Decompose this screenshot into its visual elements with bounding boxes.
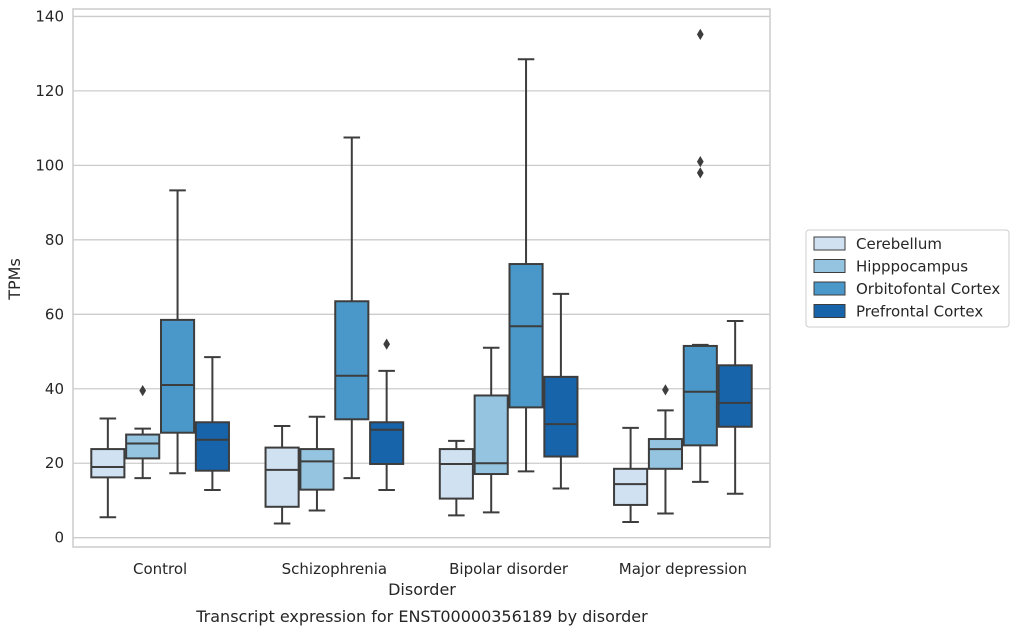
outlier-point [696, 28, 704, 40]
series-cerebellum [90, 417, 649, 525]
y-tick-labels: 0 20 40 60 80 100 120 140 [35, 7, 64, 546]
box [125, 385, 161, 480]
box [473, 346, 509, 514]
legend-entry: Cerebellum [856, 235, 942, 253]
plot-frame [72, 8, 771, 548]
box [717, 320, 753, 495]
outlier-point [696, 156, 704, 168]
box [159, 189, 196, 475]
box [90, 417, 126, 519]
x-tick-label: Control [133, 560, 187, 578]
series-orbitofontal-cortex [159, 28, 718, 483]
legend-entry: Prefrontal Cortex [856, 303, 983, 321]
legend-frame [805, 229, 1010, 328]
box [299, 415, 335, 512]
box-series-group [90, 28, 753, 525]
y-tick-label: 100 [35, 156, 64, 174]
box-iqr [717, 364, 753, 428]
figure-caption: Transcript expression for ENST0000035618… [195, 607, 648, 626]
box-iqr [159, 318, 196, 434]
box-iqr [334, 300, 370, 421]
box [438, 439, 474, 517]
legend-swatch [813, 259, 846, 273]
box-iqr [543, 375, 579, 458]
outlier-point [383, 338, 391, 350]
box-iqr [90, 448, 126, 479]
x-axis-label: Disorder [388, 580, 456, 599]
box [613, 426, 649, 524]
y-tick-label: 40 [45, 380, 64, 398]
series-hipppocampus [125, 346, 684, 515]
y-tick-label: 60 [45, 305, 64, 323]
legend-swatch [813, 236, 846, 251]
y-tick-label: 120 [35, 82, 64, 100]
box-iqr [194, 421, 230, 472]
x-tick-label: Schizophrenia [282, 560, 387, 578]
legend: Cerebellum Hipppocampus Orbitofontal Corte… [805, 229, 1010, 328]
box [194, 356, 230, 492]
box [369, 338, 405, 492]
legend-swatch [813, 304, 846, 318]
x-tick-label: Bipolar disorder [449, 560, 569, 578]
box-iqr [264, 446, 300, 508]
box-iqr [125, 433, 161, 460]
box-iqr [613, 467, 649, 506]
outlier-point [696, 167, 704, 179]
box-iqr [508, 263, 544, 409]
box [508, 58, 544, 473]
box [647, 384, 684, 515]
box [264, 424, 300, 525]
y-tick-label: 80 [45, 231, 64, 249]
outlier-point [139, 385, 147, 397]
series-prefrontal-cortex [194, 292, 753, 495]
box-iqr [369, 421, 405, 465]
x-tick-label: Major depression [619, 560, 747, 578]
y-tick-label: 140 [35, 7, 64, 25]
y-tick-label: 20 [45, 454, 64, 472]
y-tick-label: 0 [54, 529, 64, 547]
box [682, 28, 718, 483]
box [543, 292, 579, 490]
box-iqr [682, 344, 718, 447]
x-tick-labels: Control Schizophrenia Bipolar disorder Majo… [133, 560, 747, 578]
box-iqr [473, 394, 509, 476]
box [334, 136, 370, 480]
box-iqr [299, 448, 335, 491]
box-iqr [438, 448, 474, 500]
outlier-point [662, 384, 669, 396]
legend-entry: Orbitofontal Cortex [856, 280, 1000, 298]
box-iqr [647, 438, 684, 470]
legend-swatch [813, 281, 846, 296]
y-axis-label: TPMs [5, 258, 24, 301]
legend-entry: Hipppocampus [856, 258, 968, 276]
